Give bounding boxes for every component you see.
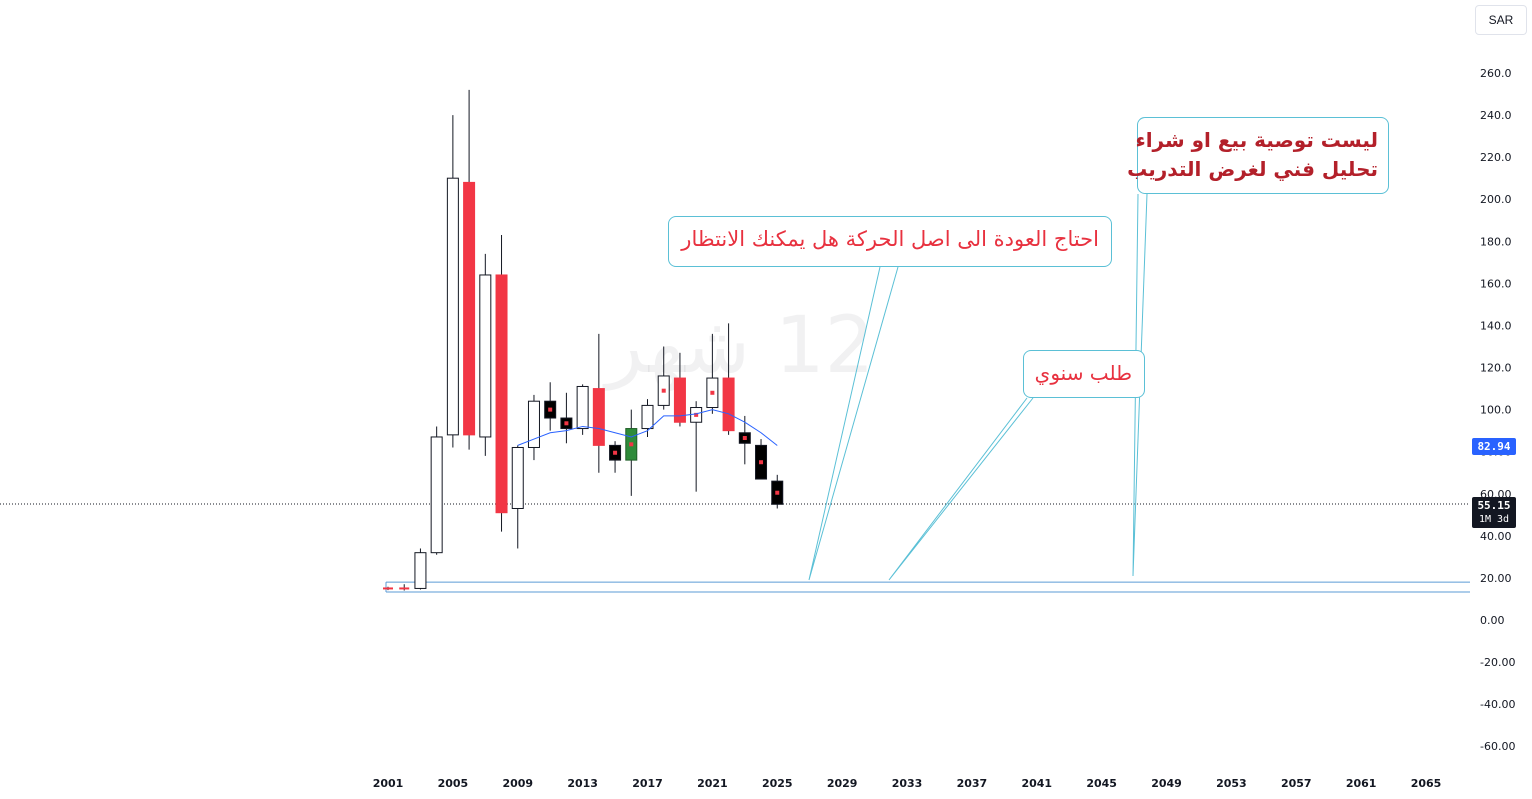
- candle-2025[interactable]: [771, 474, 784, 509]
- candle-2024[interactable]: [755, 439, 768, 480]
- candle-2007[interactable]: [479, 253, 492, 456]
- candle-2010[interactable]: [527, 394, 540, 461]
- candle-2023[interactable]: [738, 415, 751, 465]
- y-tick-label: 160.0: [1480, 277, 1512, 290]
- y-tick-label: 220.0: [1480, 151, 1512, 164]
- y-tick-label: -60.00: [1480, 740, 1515, 753]
- y-tick-label: 40.00: [1480, 530, 1512, 543]
- candle-2001[interactable]: [383, 586, 393, 591]
- y-tick-label: 100.0: [1480, 404, 1512, 417]
- y-tick-label: 0.00: [1480, 614, 1505, 627]
- candle-marker: [759, 460, 764, 465]
- candle-body: [495, 274, 508, 514]
- candle-body: [446, 177, 459, 436]
- candle-marker: [629, 442, 634, 447]
- candle-marker: [742, 436, 747, 441]
- candle-marker: [775, 490, 780, 495]
- candle-2015[interactable]: [609, 441, 622, 473]
- candle-2005[interactable]: [446, 115, 459, 448]
- candle-2006[interactable]: [463, 89, 476, 450]
- x-tick-label: 2049: [1151, 777, 1182, 790]
- x-tick-label: 2057: [1281, 777, 1312, 790]
- last-price-tag: 55.15 1M 3d: [1472, 497, 1516, 528]
- candle-2022[interactable]: [722, 323, 735, 435]
- x-tick-label: 2061: [1346, 777, 1377, 790]
- candle-body: [722, 377, 735, 432]
- x-tick-label: 2037: [957, 777, 988, 790]
- x-tick-label: 2045: [1086, 777, 1117, 790]
- x-tick-label: 2017: [632, 777, 663, 790]
- x-tick-label: 2033: [892, 777, 923, 790]
- y-tick-label: 180.0: [1480, 235, 1512, 248]
- candle-2008[interactable]: [495, 234, 508, 532]
- candle-2016[interactable]: [625, 409, 638, 496]
- candle-2002[interactable]: [399, 584, 410, 591]
- y-tick-label: 120.0: [1480, 362, 1512, 375]
- candle-body: [641, 404, 654, 430]
- candle-2012[interactable]: [560, 392, 573, 444]
- currency-selector[interactable]: SAR: [1475, 5, 1527, 35]
- y-tick-label: 20.00: [1480, 572, 1512, 585]
- x-tick-label: 2001: [373, 777, 404, 790]
- candle-2009[interactable]: [511, 445, 524, 549]
- y-tick-label: 200.0: [1480, 193, 1512, 206]
- candle-2003[interactable]: [414, 548, 427, 590]
- candle-2018[interactable]: [657, 346, 670, 410]
- callout-return-to-origin[interactable]: احتاج العودة الى اصل الحركة هل يمكنك الا…: [668, 216, 1112, 267]
- moving-average-line[interactable]: [517, 409, 778, 446]
- candle-body: [527, 400, 540, 448]
- y-tick-label: 240.0: [1480, 109, 1512, 122]
- callout-yearly-demand[interactable]: طلب سنوي: [1023, 350, 1145, 398]
- last-price-value: 55.15: [1477, 499, 1511, 512]
- callout-disclaimer[interactable]: ليست توصية بيع او شراء تحليل فني لغرض ال…: [1127, 117, 1389, 194]
- x-tick-label: 2053: [1216, 777, 1247, 790]
- candle-2017[interactable]: [641, 399, 654, 437]
- candle-marker: [613, 450, 618, 455]
- x-tick-label: 2005: [438, 777, 469, 790]
- y-tick-label: 140.0: [1480, 319, 1512, 332]
- x-tick-label: 2029: [827, 777, 858, 790]
- callout-2-pointer: [888, 397, 1034, 581]
- x-tick-label: 2041: [1021, 777, 1052, 790]
- candle-body: [414, 552, 427, 589]
- candle-marker: [694, 412, 699, 417]
- candle-body: [592, 388, 605, 446]
- candle-marker: [710, 390, 715, 395]
- x-tick-label: 2009: [502, 777, 533, 790]
- candle-body: [479, 274, 492, 438]
- x-tick-label: 2065: [1411, 777, 1442, 790]
- candle-2011[interactable]: [544, 382, 557, 431]
- y-tick-label: -20.00: [1480, 656, 1515, 669]
- disclaimer-line-1: ليست توصية بيع او شراء: [1135, 128, 1378, 152]
- candle-2014[interactable]: [592, 333, 605, 473]
- candle-2021[interactable]: [706, 333, 719, 414]
- candle-body: [673, 377, 686, 423]
- x-tick-label: 2013: [567, 777, 598, 790]
- disclaimer-line-2: تحليل فني لغرض التدريب: [1127, 157, 1378, 181]
- candle-marker: [564, 421, 569, 426]
- callout-1-pointer: [808, 266, 899, 581]
- candle-marker: [661, 388, 666, 393]
- x-tick-label: 2021: [697, 777, 728, 790]
- callout-3-pointer: [1132, 193, 1148, 577]
- interval-watermark: 12 شهر: [602, 301, 874, 392]
- y-tick-label: 260.0: [1480, 67, 1512, 80]
- x-tick-label: 2025: [762, 777, 793, 790]
- candle-marker: [548, 407, 553, 412]
- y-tick-label: -40.00: [1480, 698, 1515, 711]
- candle-body: [576, 385, 589, 430]
- candle-countdown: 1M 3d: [1478, 514, 1510, 525]
- candle-2004[interactable]: [430, 426, 443, 555]
- candle-body: [430, 436, 443, 554]
- candle-body: [463, 181, 476, 436]
- moving-average-price-tag: 82.94: [1472, 438, 1516, 455]
- candle-2019[interactable]: [673, 352, 686, 427]
- candle-body: [511, 446, 524, 509]
